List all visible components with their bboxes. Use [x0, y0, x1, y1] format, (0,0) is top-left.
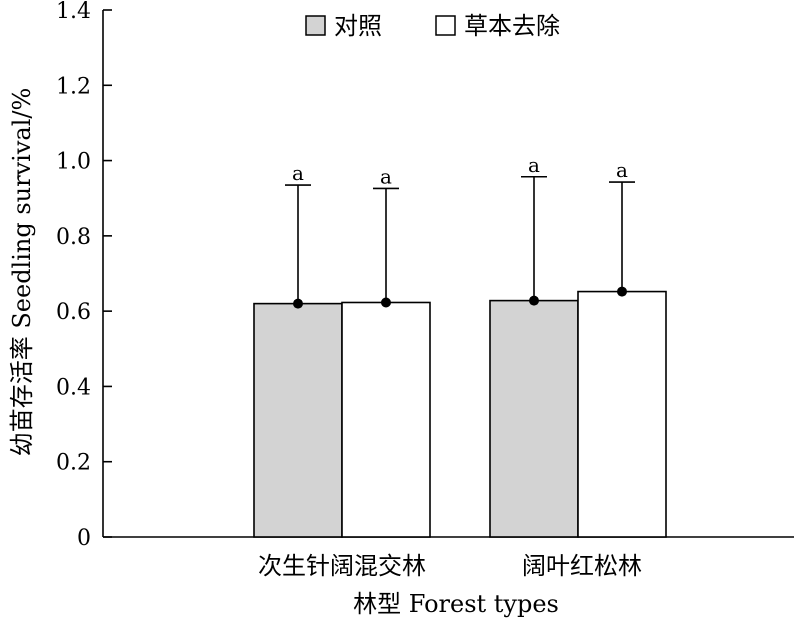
y-tick-label: 0 [77, 526, 91, 551]
axes: 0 0.2 0.4 0.6 0.8 1.0 1.2 1.4 [56, 0, 794, 551]
legend-swatch-herb-removal [435, 15, 456, 36]
bar [253, 302, 343, 538]
y-tick-label: 0.2 [56, 451, 91, 476]
legend-swatch-control [305, 15, 326, 36]
y-tick-label: 1.2 [56, 74, 91, 99]
x-category-label-2: 阔叶红松林 [522, 552, 642, 580]
y-tick-label: 0.8 [56, 225, 91, 250]
y-tick-label: 1.0 [56, 150, 91, 175]
bar [489, 299, 579, 538]
y-tick-label: 0.6 [56, 300, 91, 325]
mean-point [381, 297, 391, 308]
significance-label: a [616, 158, 628, 182]
mean-point [617, 286, 627, 297]
significance-label: a [292, 161, 304, 185]
bars [253, 290, 667, 538]
significance-label: a [528, 153, 540, 177]
legend-label-herb-removal: 草本去除 [464, 12, 560, 40]
bar [577, 290, 667, 538]
significance-label: a [380, 164, 392, 188]
y-axis-title: 幼苗存活率 Seedling survival/% [8, 88, 36, 457]
mean-point [293, 298, 303, 309]
mean-point [529, 295, 539, 306]
error-bars: a aa a [285, 153, 635, 309]
legend: 对照 草本去除 [305, 12, 560, 40]
x-axis-title: 林型 Forest types [353, 590, 559, 618]
y-tick-label: 1.4 [56, 0, 91, 24]
y-tick-label: 0.4 [56, 375, 91, 400]
bar [341, 301, 431, 538]
legend-label-control: 对照 [334, 12, 382, 40]
x-category-label-1: 次生针阔混交林 [258, 552, 426, 580]
